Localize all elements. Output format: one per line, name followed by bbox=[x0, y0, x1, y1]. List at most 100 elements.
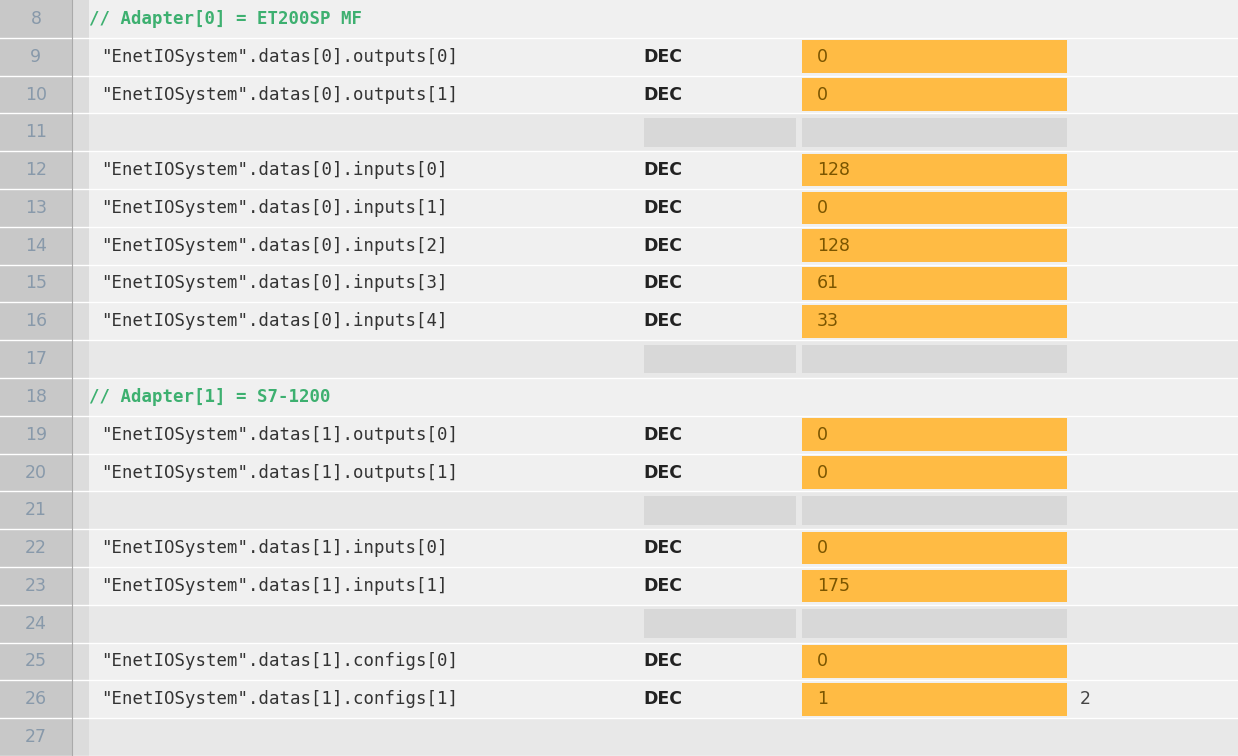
Text: 33: 33 bbox=[817, 312, 839, 330]
Bar bbox=[0, 416, 72, 454]
Bar bbox=[72, 416, 89, 454]
Bar bbox=[0, 227, 72, 265]
Bar bbox=[0, 265, 72, 302]
Bar bbox=[802, 345, 1067, 373]
Text: 20: 20 bbox=[25, 463, 47, 482]
Bar bbox=[89, 643, 1238, 680]
Text: 24: 24 bbox=[25, 615, 47, 633]
Bar bbox=[644, 496, 796, 525]
Bar bbox=[0, 38, 72, 76]
Bar bbox=[0, 189, 72, 227]
Text: "EnetIOSystem".datas[1].configs[1]: "EnetIOSystem".datas[1].configs[1] bbox=[102, 690, 458, 708]
Text: 8: 8 bbox=[31, 10, 41, 28]
Bar bbox=[644, 609, 796, 638]
Bar bbox=[89, 227, 1238, 265]
Bar bbox=[89, 416, 1238, 454]
Text: "EnetIOSystem".datas[0].inputs[1]: "EnetIOSystem".datas[0].inputs[1] bbox=[102, 199, 448, 217]
Text: DEC: DEC bbox=[644, 577, 683, 595]
Bar bbox=[72, 491, 89, 529]
Bar bbox=[89, 605, 1238, 643]
Text: 26: 26 bbox=[25, 690, 47, 708]
Text: 11: 11 bbox=[25, 123, 47, 141]
Text: "EnetIOSystem".datas[0].outputs[0]: "EnetIOSystem".datas[0].outputs[0] bbox=[102, 48, 458, 66]
Text: DEC: DEC bbox=[644, 85, 683, 104]
Bar bbox=[802, 305, 1067, 338]
Text: 27: 27 bbox=[25, 728, 47, 746]
Bar bbox=[72, 340, 89, 378]
Bar bbox=[72, 227, 89, 265]
Text: "EnetIOSystem".datas[0].outputs[1]: "EnetIOSystem".datas[0].outputs[1] bbox=[102, 85, 458, 104]
Text: DEC: DEC bbox=[644, 161, 683, 179]
Bar bbox=[0, 151, 72, 189]
Bar bbox=[89, 265, 1238, 302]
Bar bbox=[72, 38, 89, 76]
Bar bbox=[0, 454, 72, 491]
Text: 0: 0 bbox=[817, 426, 828, 444]
Bar bbox=[802, 154, 1067, 187]
Bar bbox=[72, 265, 89, 302]
Bar bbox=[89, 38, 1238, 76]
Bar bbox=[0, 567, 72, 605]
Bar bbox=[89, 189, 1238, 227]
Bar bbox=[0, 302, 72, 340]
Bar bbox=[0, 76, 72, 113]
Bar bbox=[72, 76, 89, 113]
Text: "EnetIOSystem".datas[1].outputs[1]: "EnetIOSystem".datas[1].outputs[1] bbox=[102, 463, 458, 482]
Text: DEC: DEC bbox=[644, 690, 683, 708]
Bar bbox=[0, 643, 72, 680]
Bar bbox=[72, 605, 89, 643]
Bar bbox=[72, 680, 89, 718]
Bar bbox=[802, 419, 1067, 451]
Text: 14: 14 bbox=[25, 237, 47, 255]
Text: 0: 0 bbox=[817, 199, 828, 217]
Bar bbox=[89, 529, 1238, 567]
Text: 61: 61 bbox=[817, 274, 839, 293]
Text: "EnetIOSystem".datas[1].configs[0]: "EnetIOSystem".datas[1].configs[0] bbox=[102, 652, 458, 671]
Bar bbox=[72, 302, 89, 340]
Text: DEC: DEC bbox=[644, 48, 683, 66]
Text: "EnetIOSystem".datas[1].outputs[0]: "EnetIOSystem".datas[1].outputs[0] bbox=[102, 426, 458, 444]
Text: 21: 21 bbox=[25, 501, 47, 519]
Text: 128: 128 bbox=[817, 161, 851, 179]
Text: 2: 2 bbox=[1080, 690, 1091, 708]
Bar bbox=[89, 718, 1238, 756]
Text: 0: 0 bbox=[817, 463, 828, 482]
Text: 0: 0 bbox=[817, 48, 828, 66]
Bar bbox=[0, 378, 72, 416]
Text: DEC: DEC bbox=[644, 539, 683, 557]
Text: 13: 13 bbox=[25, 199, 47, 217]
Text: DEC: DEC bbox=[644, 312, 683, 330]
Bar bbox=[0, 605, 72, 643]
Bar bbox=[89, 76, 1238, 113]
Bar bbox=[802, 41, 1067, 73]
Bar bbox=[72, 189, 89, 227]
Bar bbox=[89, 567, 1238, 605]
Text: // Adapter[0] = ET200SP MF: // Adapter[0] = ET200SP MF bbox=[89, 10, 363, 28]
Bar bbox=[802, 268, 1067, 300]
Bar bbox=[72, 718, 89, 756]
Text: 175: 175 bbox=[817, 577, 851, 595]
Bar bbox=[72, 529, 89, 567]
Text: 19: 19 bbox=[25, 426, 47, 444]
Text: "EnetIOSystem".datas[0].inputs[2]: "EnetIOSystem".datas[0].inputs[2] bbox=[102, 237, 448, 255]
Bar bbox=[802, 496, 1067, 525]
Bar bbox=[802, 570, 1067, 602]
Text: 17: 17 bbox=[25, 350, 47, 368]
Text: DEC: DEC bbox=[644, 652, 683, 671]
Bar bbox=[0, 113, 72, 151]
Text: 9: 9 bbox=[31, 48, 41, 66]
Bar bbox=[0, 340, 72, 378]
Text: DEC: DEC bbox=[644, 237, 683, 255]
Text: "EnetIOSystem".datas[1].inputs[0]: "EnetIOSystem".datas[1].inputs[0] bbox=[102, 539, 448, 557]
Bar bbox=[802, 230, 1067, 262]
Bar bbox=[89, 340, 1238, 378]
Text: 15: 15 bbox=[25, 274, 47, 293]
Text: 1: 1 bbox=[817, 690, 828, 708]
Bar bbox=[802, 683, 1067, 716]
Text: "EnetIOSystem".datas[0].inputs[4]: "EnetIOSystem".datas[0].inputs[4] bbox=[102, 312, 448, 330]
Text: 22: 22 bbox=[25, 539, 47, 557]
Text: 0: 0 bbox=[817, 652, 828, 671]
Bar bbox=[72, 454, 89, 491]
Text: 12: 12 bbox=[25, 161, 47, 179]
Bar bbox=[72, 567, 89, 605]
